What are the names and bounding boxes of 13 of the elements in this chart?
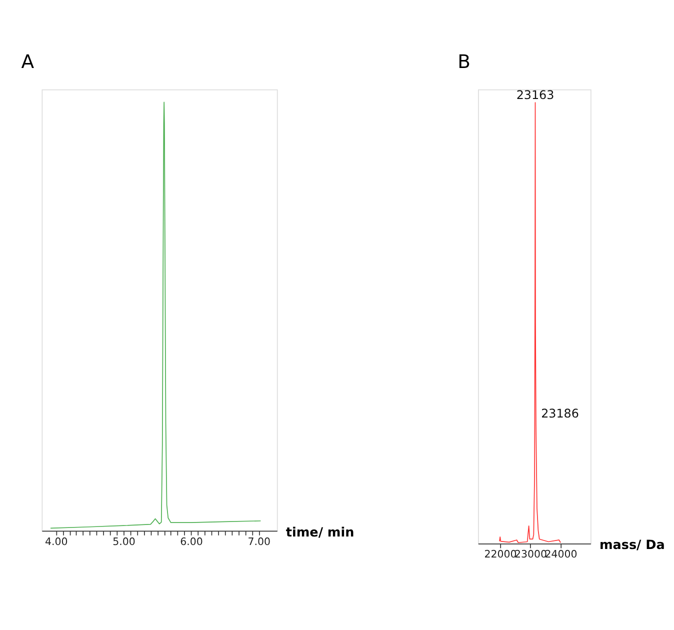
annotation: 23186 — [541, 406, 579, 421]
x-tick-label: 7.00 — [248, 536, 270, 548]
chart-title: A — [21, 52, 34, 74]
x-tick-label: 4.00 — [44, 536, 68, 548]
x-tick-label: 23000 — [514, 550, 548, 561]
x-tick-label: 6.00 — [180, 536, 203, 548]
x-axis-title: time/ min — [286, 525, 354, 540]
x-tick-label: 24000 — [544, 550, 578, 561]
x-axis-title: mass/ Da — [599, 538, 665, 554]
annotation: 23163 — [516, 88, 554, 102]
x-tick-label: 5.00 — [112, 536, 136, 548]
chart-title: B — [458, 52, 470, 74]
x-tick-label: 22000 — [484, 550, 517, 561]
